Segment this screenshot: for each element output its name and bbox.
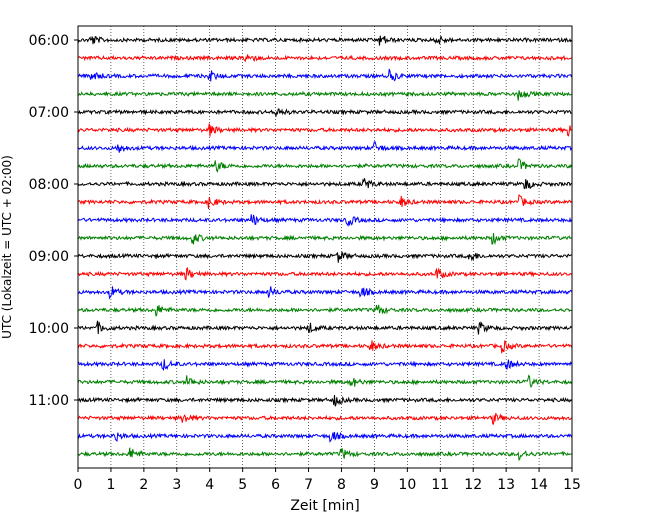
trace-0815 [77,194,572,210]
trace-1030 [77,359,572,372]
trace-0730 [77,140,572,153]
trace-1045 [77,374,572,389]
x-tick-label: 15 [563,477,581,493]
trace-1000 [77,320,572,335]
trace-0930 [77,286,572,300]
y-tick-label: 06:00 [29,33,69,49]
trace-0700 [77,108,572,118]
trace-1015 [77,340,572,354]
y-tick-label: 09:00 [29,249,69,265]
x-tick-label: 0 [74,477,83,493]
x-tick-label: 6 [271,477,280,493]
y-axis: 06:00 07:00 08:00 09:00 10:00 11:00 [29,33,78,409]
trace-1145 [77,447,572,462]
x-axis-label: Zeit [min] [290,498,359,514]
trace-0715 [77,123,572,137]
x-tick-label: 12 [464,477,482,493]
trace-1115 [77,413,572,425]
x-tick-label: 13 [497,477,515,493]
y-tick-label: 08:00 [29,177,69,193]
trace-0630 [77,68,572,82]
trace-1100 [77,394,572,407]
plot-frame [77,25,573,469]
x-tick-label: 10 [398,477,416,493]
x-tick-label: 5 [238,477,247,493]
x-tick-label: 3 [172,477,181,493]
trace-0845 [77,233,572,245]
trace-0600 [77,35,572,46]
y-tick-label: 07:00 [29,105,69,121]
x-tick-label: 9 [370,477,379,493]
x-tick-label: 7 [304,477,313,493]
trace-0745 [77,158,572,173]
x-tick-label: 8 [337,477,346,493]
y-axis-label: UTC (Lokalzeit = UTC + 02:00) [0,155,14,339]
traces [77,35,572,462]
y-tick-label: 11:00 [29,393,69,409]
x-axis: 0 1 2 3 4 5 6 7 8 9 10 11 12 13 14 15 [74,468,581,493]
y-tick-label: 10:00 [29,321,69,337]
trace-0830 [77,214,572,227]
trace-0645 [77,90,572,101]
x-tick-label: 1 [106,477,115,493]
x-tick-label: 2 [139,477,148,493]
trace-0800 [77,178,572,190]
trace-0915 [77,267,572,281]
x-tick-label: 4 [205,477,214,493]
x-tick-label: 11 [431,477,449,493]
trace-0615 [77,54,572,63]
trace-1130 [77,431,572,443]
trace-0900 [77,251,572,263]
grid-lines [110,26,540,468]
trace-0945 [77,304,572,317]
x-tick-label: 14 [530,477,548,493]
